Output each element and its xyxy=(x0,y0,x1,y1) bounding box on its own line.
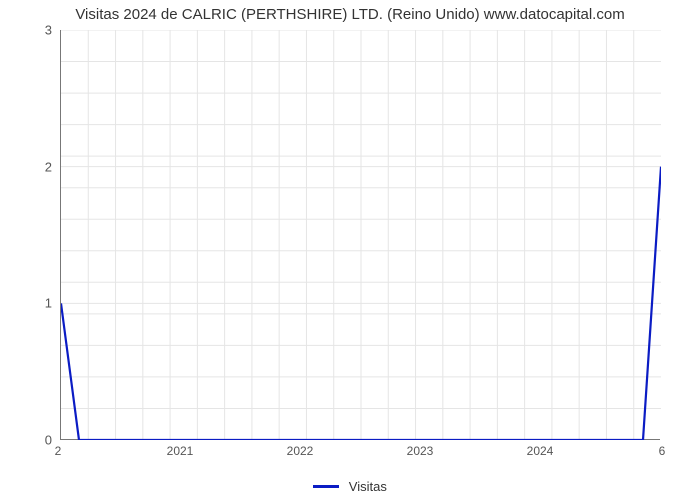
y-tick-label: 0 xyxy=(12,433,52,448)
plot-area xyxy=(60,30,660,440)
y-tick-label: 3 xyxy=(12,23,52,38)
gridlines xyxy=(61,30,661,440)
plot-svg xyxy=(61,30,661,440)
x-tick-label: 2024 xyxy=(527,444,554,458)
chart-title: Visitas 2024 de CALRIC (PERTHSHIRE) LTD.… xyxy=(0,6,700,23)
x-tick-label: 2023 xyxy=(407,444,434,458)
legend-label: Visitas xyxy=(349,479,387,494)
legend: Visitas xyxy=(0,478,700,494)
chart-container: Visitas 2024 de CALRIC (PERTHSHIRE) LTD.… xyxy=(0,0,700,500)
y-tick-label: 2 xyxy=(12,159,52,174)
x-tick-label: 2022 xyxy=(287,444,314,458)
y-tick-label: 1 xyxy=(12,296,52,311)
legend-swatch xyxy=(313,485,339,488)
x-corner-left: 2 xyxy=(55,444,62,458)
x-tick-label: 2021 xyxy=(167,444,194,458)
x-corner-right: 6 xyxy=(659,444,666,458)
